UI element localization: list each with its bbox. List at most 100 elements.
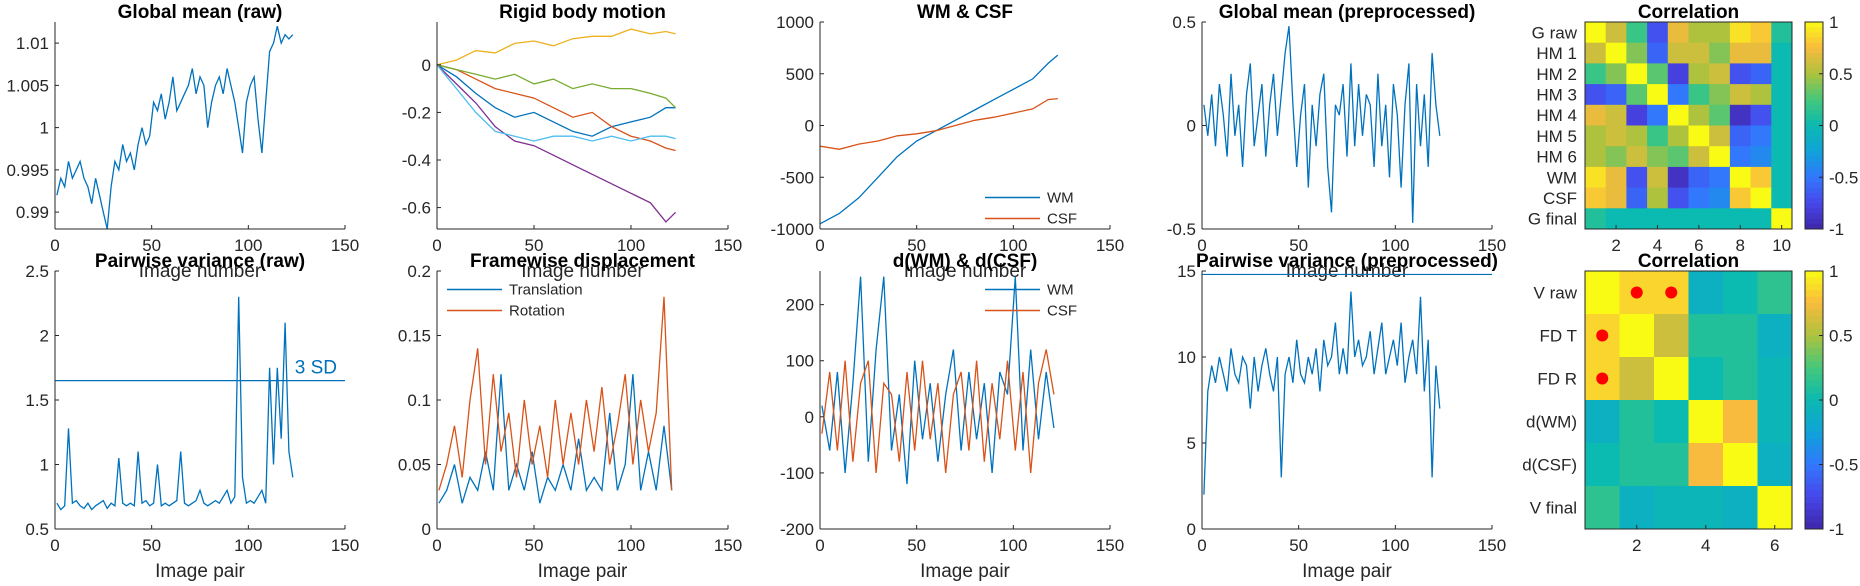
row-label: HM 2 bbox=[1536, 65, 1577, 84]
series-line-4 bbox=[437, 64, 677, 223]
heatmap-cell bbox=[1729, 42, 1752, 64]
heatmap-cell bbox=[1688, 104, 1710, 126]
colorbar-segment bbox=[1805, 208, 1823, 214]
colorbar-segment bbox=[1805, 348, 1823, 356]
colorbar-segment bbox=[1805, 412, 1823, 420]
series-line-6 bbox=[437, 64, 676, 142]
heatmap-cell bbox=[1709, 208, 1731, 230]
chart-title: Pairwise variance (raw) bbox=[95, 251, 305, 272]
heatmap-cell bbox=[1757, 271, 1793, 315]
significance-marker bbox=[1665, 286, 1678, 299]
series-group bbox=[1203, 26, 1441, 223]
heatmap-cell bbox=[1585, 400, 1620, 444]
heatmap-cell bbox=[1654, 486, 1689, 530]
colorbar-segment bbox=[1805, 483, 1823, 491]
colorbar-tick-label: -0.5 bbox=[1829, 456, 1858, 475]
significance-marker bbox=[1596, 372, 1609, 385]
x-tick-label: 0 bbox=[432, 536, 441, 555]
x-axis-label: Image number bbox=[139, 261, 262, 282]
colorbar-segment bbox=[1805, 335, 1823, 343]
x-tick-label: 50 bbox=[907, 536, 926, 555]
series-group bbox=[56, 26, 294, 229]
colorbar-segment bbox=[1805, 182, 1823, 189]
heatmap-cell bbox=[1654, 314, 1689, 358]
heatmap-cell bbox=[1771, 84, 1793, 106]
y-tick-label: 2 bbox=[40, 327, 49, 346]
colorbar-segment bbox=[1805, 303, 1823, 311]
chart-title: Global mean (preprocessed) bbox=[1219, 2, 1476, 23]
y-tick-label: 1000 bbox=[776, 13, 814, 32]
chart-10: Correlation V raw FD T FD R d(WM) d(CSF) V fin… bbox=[1522, 251, 1858, 555]
colorbar-segment bbox=[1805, 393, 1823, 401]
heatmap-cell bbox=[1626, 104, 1648, 126]
x-tick-label: 0 bbox=[432, 236, 441, 255]
y-tick-label: 1 bbox=[40, 119, 49, 138]
colorbar-segment bbox=[1805, 37, 1823, 44]
y-tick-label: 0.995 bbox=[6, 161, 49, 180]
heatmap-cell bbox=[1585, 104, 1607, 126]
x-axis-label: Image pair bbox=[1302, 561, 1392, 582]
chart-3: WM & CSF 0 50 100 150 1000 500 0 -500 -1000 Image … bbox=[771, 2, 1125, 282]
heatmap-cell bbox=[1667, 166, 1689, 189]
y-tick-label: 0 bbox=[805, 408, 814, 427]
colorbar-segment bbox=[1805, 104, 1823, 111]
x-tick-label: 150 bbox=[331, 236, 359, 255]
chart-1: Global mean (raw) 0 50 100 150 0.99 0.995 1 1.00… bbox=[6, 2, 359, 282]
heatmap-cell bbox=[1750, 84, 1772, 106]
x-tick-label: 100 bbox=[999, 536, 1027, 555]
y-tick-label: 0 bbox=[1187, 520, 1196, 539]
x-tick-label: 6 bbox=[1694, 236, 1703, 255]
series-group bbox=[1202, 273, 1492, 495]
colorbar-segment bbox=[1805, 309, 1823, 317]
x-tick-label: 150 bbox=[714, 236, 742, 255]
colorbar-segment bbox=[1805, 296, 1823, 304]
chart-title: Correlation bbox=[1638, 2, 1739, 23]
heatmap-cell bbox=[1619, 357, 1655, 401]
x-axis-label: Image pair bbox=[155, 561, 245, 582]
colorbar-segment bbox=[1805, 89, 1823, 95]
heatmap-cell bbox=[1688, 166, 1710, 189]
row-label: d(WM) bbox=[1526, 413, 1577, 432]
series-line-1 bbox=[56, 26, 294, 229]
y-tick-label: 0 bbox=[422, 520, 431, 539]
x-tick-label: 150 bbox=[1096, 536, 1124, 555]
colorbar-segment bbox=[1805, 223, 1823, 230]
series-line-2 bbox=[437, 64, 676, 152]
legend-label: Rotation bbox=[509, 303, 565, 320]
colorbar-segment bbox=[1805, 341, 1823, 349]
heatmap-cell bbox=[1688, 208, 1710, 230]
heatmap-cell bbox=[1605, 125, 1627, 147]
colorbar-segment bbox=[1805, 141, 1823, 147]
heatmap-cell bbox=[1626, 166, 1648, 189]
heatmap-cell bbox=[1605, 42, 1627, 64]
colorbar-segment bbox=[1805, 166, 1823, 173]
colorbar-segment bbox=[1805, 73, 1823, 80]
y-tick-label: 500 bbox=[786, 65, 814, 84]
heatmap-cell bbox=[1771, 187, 1793, 209]
heatmap-cell bbox=[1688, 146, 1710, 168]
heatmap-cell bbox=[1605, 63, 1627, 85]
chart-9: Pairwise variance (preprocessed)0 50 100 15… bbox=[1177, 251, 1506, 582]
y-tick-label: 15 bbox=[1177, 262, 1196, 281]
series-line-1 bbox=[1203, 291, 1441, 495]
heatmap-cell bbox=[1585, 208, 1607, 230]
series-line-1 bbox=[821, 276, 1055, 485]
heatmap-cell bbox=[1688, 187, 1710, 209]
x-axis-label: Image pair bbox=[538, 561, 628, 582]
heatmap-cell bbox=[1750, 22, 1772, 44]
row-label: HM 5 bbox=[1536, 127, 1577, 146]
colorbar-segment bbox=[1805, 218, 1823, 225]
row-label: G final bbox=[1528, 210, 1577, 229]
heatmap-cell bbox=[1626, 63, 1648, 85]
x-tick-label: 50 bbox=[142, 536, 161, 555]
legend-label: CSF bbox=[1047, 211, 1077, 228]
heatmap-cell bbox=[1585, 63, 1607, 85]
heatmap-cell bbox=[1667, 22, 1689, 44]
heatmap-cell bbox=[1647, 104, 1669, 126]
heatmap-cell bbox=[1667, 146, 1689, 168]
heatmap-cell bbox=[1709, 104, 1731, 126]
heatmap-cell bbox=[1757, 314, 1793, 358]
y-tick-label: 0.5 bbox=[25, 520, 49, 539]
series-group bbox=[55, 296, 345, 511]
